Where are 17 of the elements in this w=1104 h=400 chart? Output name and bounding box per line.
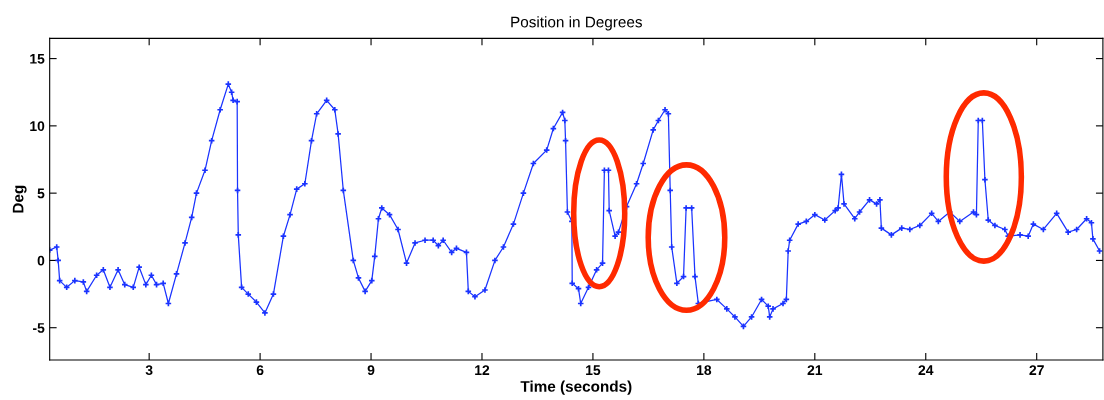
x-tick-label: 3: [145, 365, 153, 376]
x-tick-label: 18: [697, 365, 712, 376]
x-tick-label: 24: [918, 365, 934, 375]
x-tick-label: 6: [256, 365, 264, 376]
y-tick-label: -5: [33, 323, 45, 333]
x-tick-label: 27: [1029, 365, 1044, 375]
x-tick-label: 12: [475, 365, 490, 375]
y-tick-label: 5: [37, 188, 45, 199]
chart-title: Position in Degrees: [511, 16, 642, 31]
x-axis-title: Time (seconds): [520, 380, 632, 395]
y-tick-label: 0: [37, 255, 45, 266]
y-tick-label: 15: [30, 54, 45, 64]
x-tick-label: 9: [367, 365, 375, 376]
y-axis-title: Deg: [12, 185, 27, 213]
x-tick-label: 21: [807, 365, 823, 375]
x-tick-label: 15: [586, 365, 601, 376]
y-tick-label: 10: [30, 121, 45, 132]
